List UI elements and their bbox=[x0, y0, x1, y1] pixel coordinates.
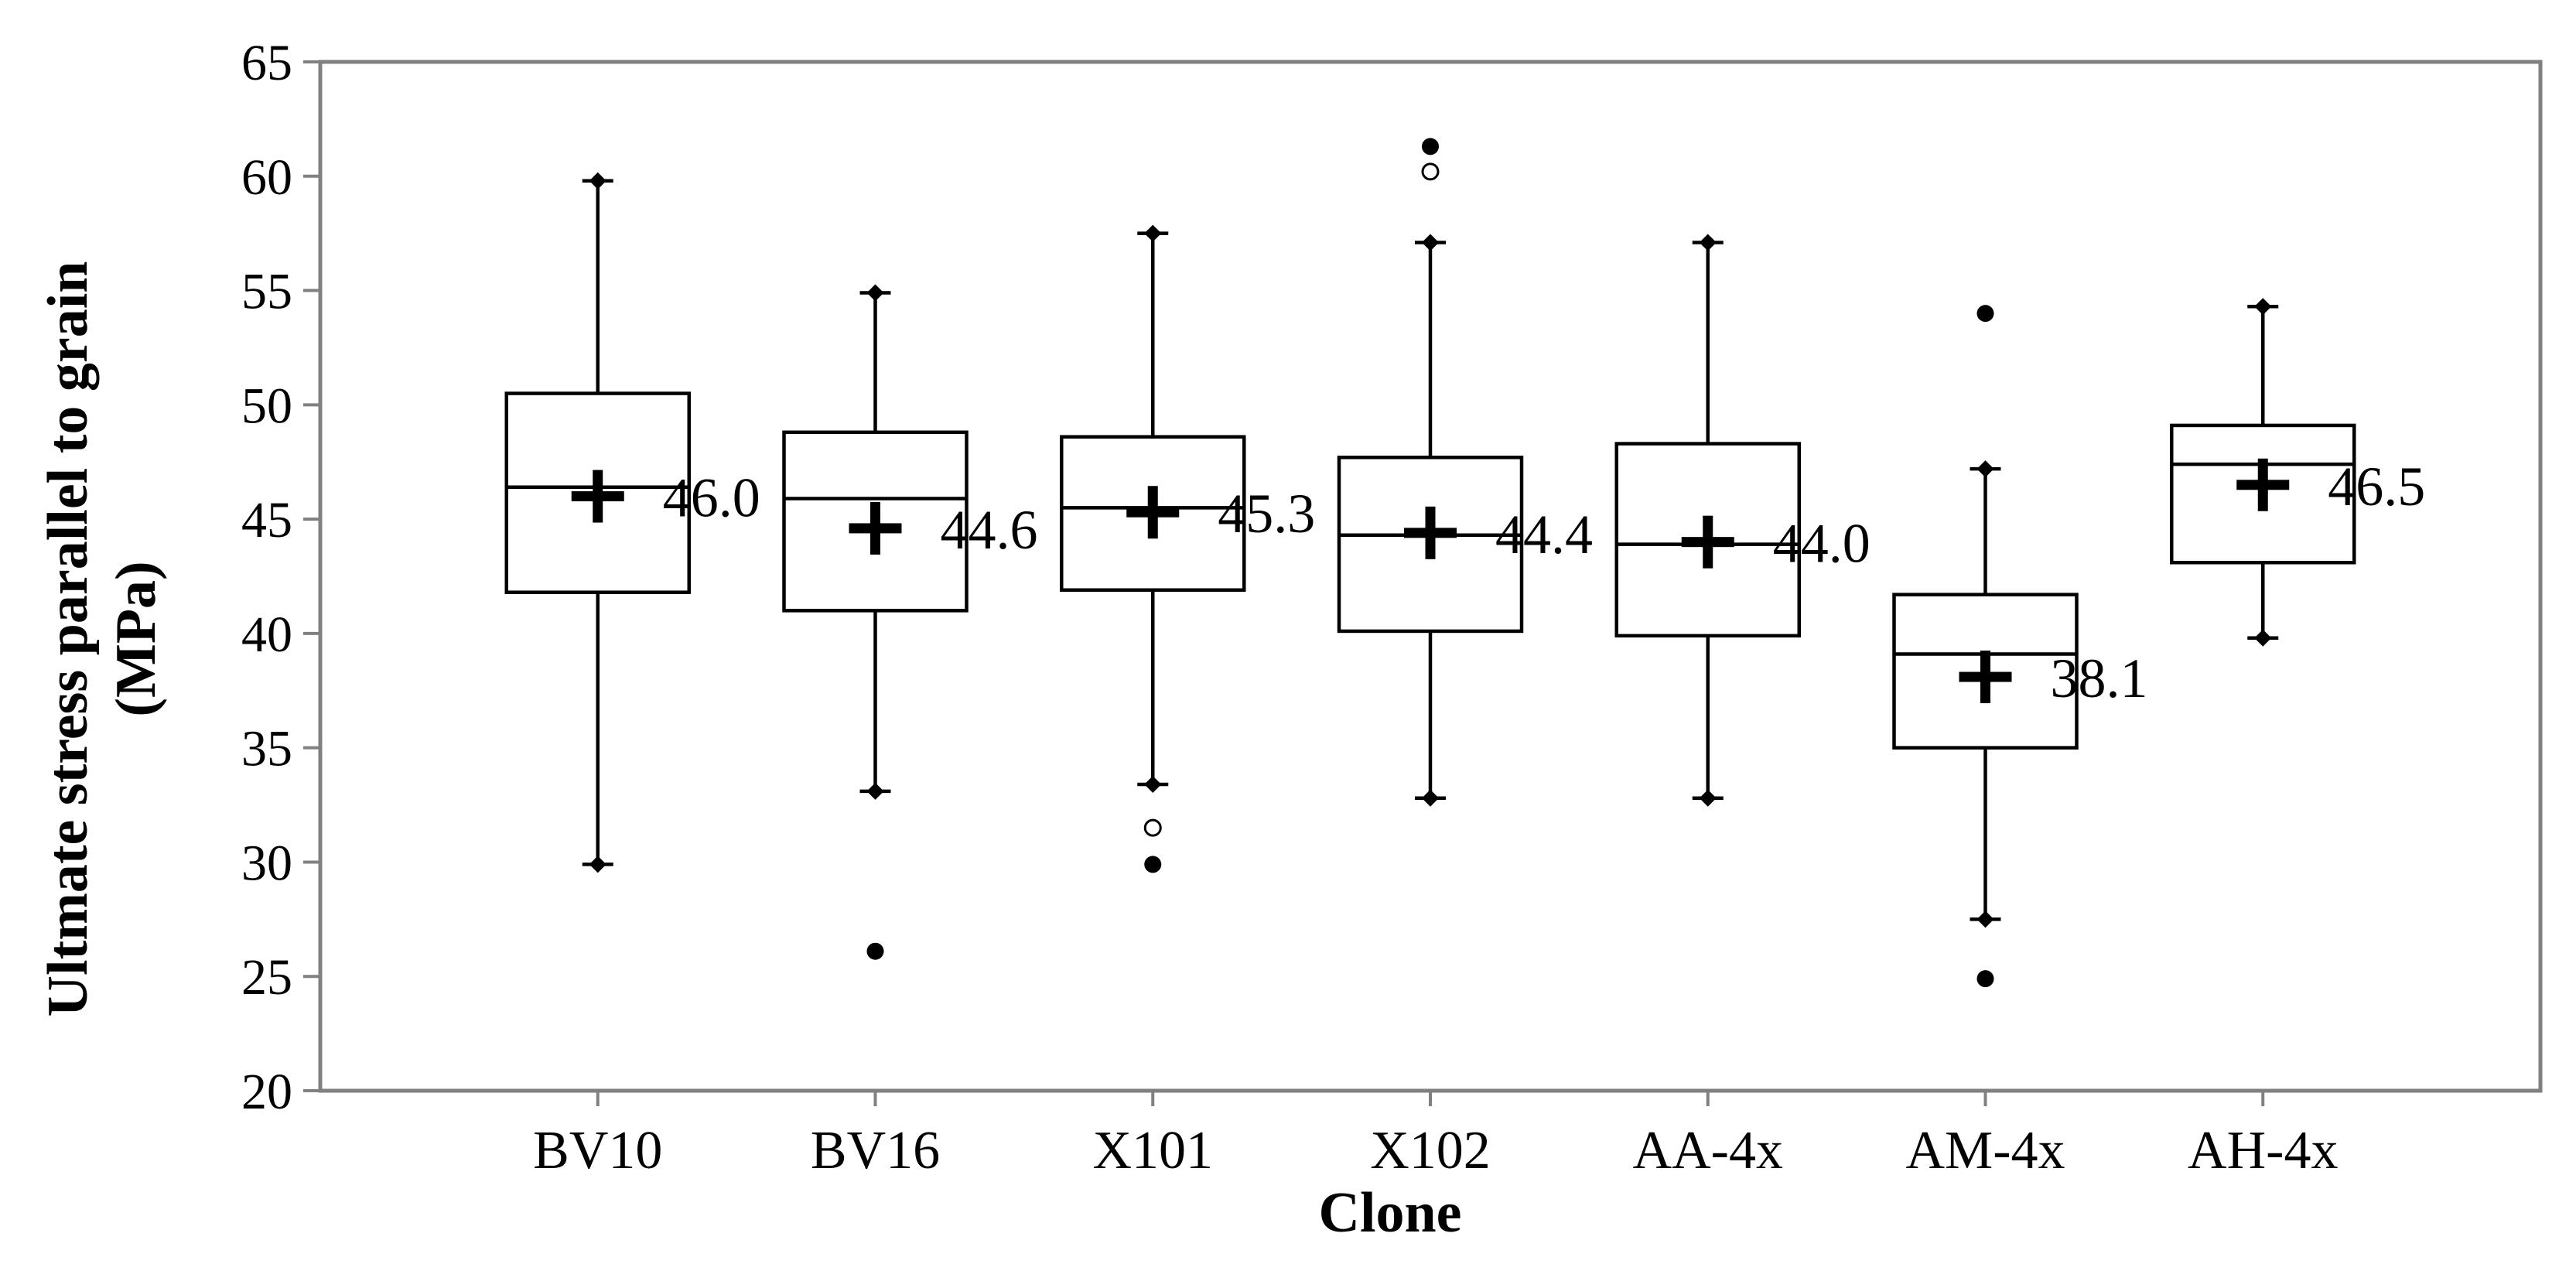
extreme-outlier bbox=[1976, 970, 1994, 988]
max-marker bbox=[1422, 234, 1439, 251]
y-tick-label: 40 bbox=[241, 606, 292, 663]
box-am-4x: 38.1 bbox=[1892, 305, 2148, 988]
box-aa-4x: 44.0 bbox=[1614, 234, 1871, 807]
x-tick-label: AH-4x bbox=[2188, 1121, 2338, 1180]
box-x102: 44.4 bbox=[1337, 138, 1593, 807]
box-bv16: 44.6 bbox=[782, 284, 1038, 960]
box-bv10: 46.0 bbox=[504, 172, 760, 873]
y-tick-label: 35 bbox=[241, 721, 292, 777]
min-marker bbox=[1422, 789, 1439, 807]
mean-marker-v bbox=[593, 470, 603, 523]
y-axis-title: Ultmate stress parallel to grain (MPa) bbox=[36, 261, 168, 1017]
max-marker bbox=[2254, 298, 2272, 316]
extreme-outlier bbox=[1144, 856, 1162, 873]
mean-marker-v bbox=[1703, 515, 1713, 569]
mean-label: 44.4 bbox=[1495, 504, 1593, 565]
mean-label: 44.6 bbox=[941, 499, 1038, 561]
boxes: 46.0 44.6 45.3 44.4 44.0 38.1 46.5 bbox=[504, 138, 2425, 988]
min-marker bbox=[589, 856, 606, 873]
mild-outlier bbox=[1143, 818, 1162, 837]
min-marker bbox=[1699, 789, 1717, 807]
x-tick-label: AA-4x bbox=[1633, 1121, 1783, 1180]
y-axis-title-line-1: Ultmate stress parallel to grain bbox=[36, 261, 100, 1017]
min-marker bbox=[1144, 775, 1162, 793]
x-tick-label: X102 bbox=[1370, 1121, 1491, 1180]
x-tick-label: AM-4x bbox=[1905, 1121, 2065, 1180]
max-marker bbox=[589, 172, 606, 190]
mean-marker-v bbox=[1425, 506, 1436, 559]
max-marker bbox=[1976, 460, 1994, 478]
y-tick-label: 45 bbox=[241, 492, 292, 548]
x-axis-title: Clone bbox=[1319, 1181, 1462, 1245]
mean-marker-v bbox=[870, 501, 880, 555]
extreme-outlier bbox=[1422, 138, 1439, 155]
y-tick-label: 55 bbox=[241, 264, 292, 320]
y-tick-label: 30 bbox=[241, 835, 292, 891]
mean-label: 45.3 bbox=[1218, 483, 1315, 545]
x-tick-label: X101 bbox=[1092, 1121, 1213, 1180]
extreme-outlier bbox=[1976, 305, 1994, 323]
box-x101: 45.3 bbox=[1060, 224, 1315, 873]
y-tick-label: 65 bbox=[241, 35, 292, 91]
min-marker bbox=[2254, 629, 2272, 647]
y-axis: 20 25 30 35 40 45 50 55 60 65 bbox=[241, 35, 320, 1120]
box-ah-4x: 46.5 bbox=[2170, 298, 2425, 647]
mean-label: 46.5 bbox=[2328, 456, 2425, 518]
mean-marker-v bbox=[1147, 486, 1158, 539]
extreme-outlier bbox=[866, 942, 884, 960]
mean-label: 46.0 bbox=[663, 467, 760, 529]
mean-marker-v bbox=[2257, 458, 2268, 511]
x-tick-label: BV10 bbox=[533, 1121, 662, 1180]
min-marker bbox=[1976, 910, 1994, 928]
mild-outlier bbox=[1421, 162, 1440, 181]
y-tick-label: 50 bbox=[241, 377, 292, 434]
max-marker bbox=[1144, 224, 1162, 242]
min-marker bbox=[866, 782, 884, 800]
mean-label: 38.1 bbox=[2051, 647, 2148, 709]
y-axis-title-line-2: (MPa) bbox=[104, 561, 168, 716]
x-tick-label: BV16 bbox=[811, 1121, 940, 1180]
max-marker bbox=[1699, 234, 1717, 251]
max-marker bbox=[866, 284, 884, 302]
y-tick-label: 20 bbox=[241, 1064, 292, 1120]
x-axis: BV10 BV16 X101 X102 AA-4x AM-4x AH-4x bbox=[533, 1091, 2338, 1180]
y-tick-label: 25 bbox=[241, 949, 292, 1006]
y-tick-label: 60 bbox=[241, 149, 292, 206]
mean-label: 44.0 bbox=[1773, 513, 1871, 575]
mean-marker-v bbox=[1980, 651, 1990, 704]
